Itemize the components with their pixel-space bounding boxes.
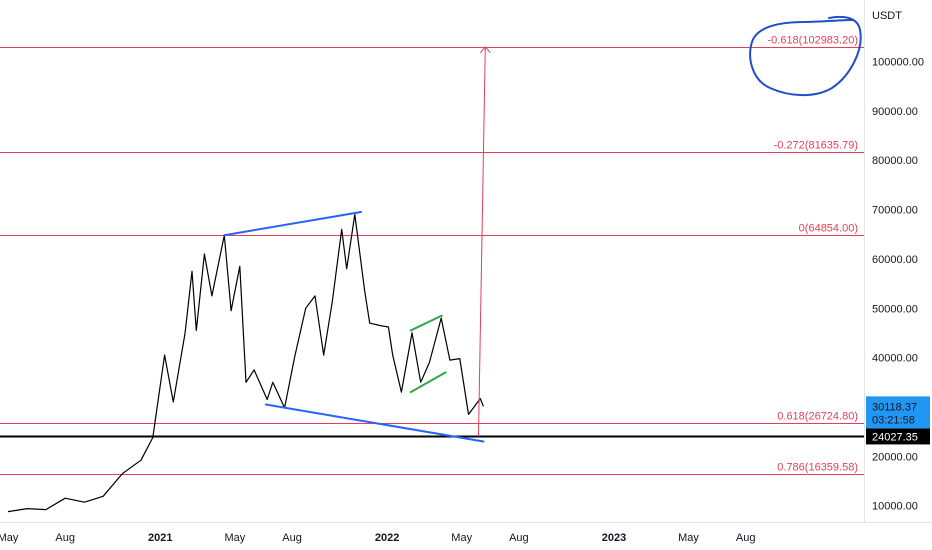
price-series-line [7,213,484,513]
y-tick-label: 60000.00 [872,254,918,266]
current-price-label: 30118.37 [872,401,917,413]
y-tick-label: 10000.00 [872,501,918,513]
projection-arrow [477,46,486,437]
y-tick-label: 50000.00 [872,303,918,315]
price-axis: USDT 10000.0020000.0030000.0040000.00500… [864,0,932,522]
y-tick-label: 90000.00 [872,106,918,118]
x-tick-label: 2023 [602,532,626,544]
fib-level-label: -0.618(102983.20) [767,35,858,47]
y-tick-label: 40000.00 [872,353,918,365]
fib-level-label: -0.272(81635.79) [774,140,858,152]
support-price-badge [866,428,930,445]
y-tick-label: 80000.00 [872,155,918,167]
x-tick-label: Aug [55,532,75,544]
support-price-label: 24027.35 [872,431,918,443]
lower-wedge-line [264,403,485,443]
price-series-layer [7,213,484,513]
fib-levels-layer: -0.618(102983.20) -0.272(81635.79) 0(64854… [0,35,864,475]
time-axis-background [0,522,932,550]
time-axis: May Aug 2021 May Aug 2022 May Aug 2023 May Aug [0,522,932,550]
x-tick-label: Aug [282,532,302,544]
x-tick-label: May [678,532,699,544]
upper-wedge-line [223,211,363,237]
x-tick-label: May [451,532,472,544]
projection-arrow-head [479,45,491,54]
fib-level-label: 0.786(16359.58) [777,462,858,474]
current-price-badge [866,396,930,429]
fib-level-label: 0.618(26724.80) [777,411,858,423]
x-tick-label: 2022 [375,532,399,544]
y-tick-label: 70000.00 [872,205,918,217]
x-tick-label: Aug [509,532,529,544]
channel-upper-line [409,314,443,332]
x-tick-label: May [224,532,245,544]
currency-label: USDT [872,10,902,22]
trendlines-layer [223,15,862,443]
fib-level-label: 0(64854.00) [799,223,858,235]
channel-lower-line [409,371,447,394]
y-tick-label: 100000.00 [872,57,924,69]
x-tick-label: May [0,532,19,544]
y-tick-label: 20000.00 [872,451,918,463]
countdown-label: 03:21:58 [872,414,915,426]
annotation-circle [749,15,862,97]
x-tick-label: Aug [736,532,756,544]
x-tick-label: 2021 [148,532,172,544]
